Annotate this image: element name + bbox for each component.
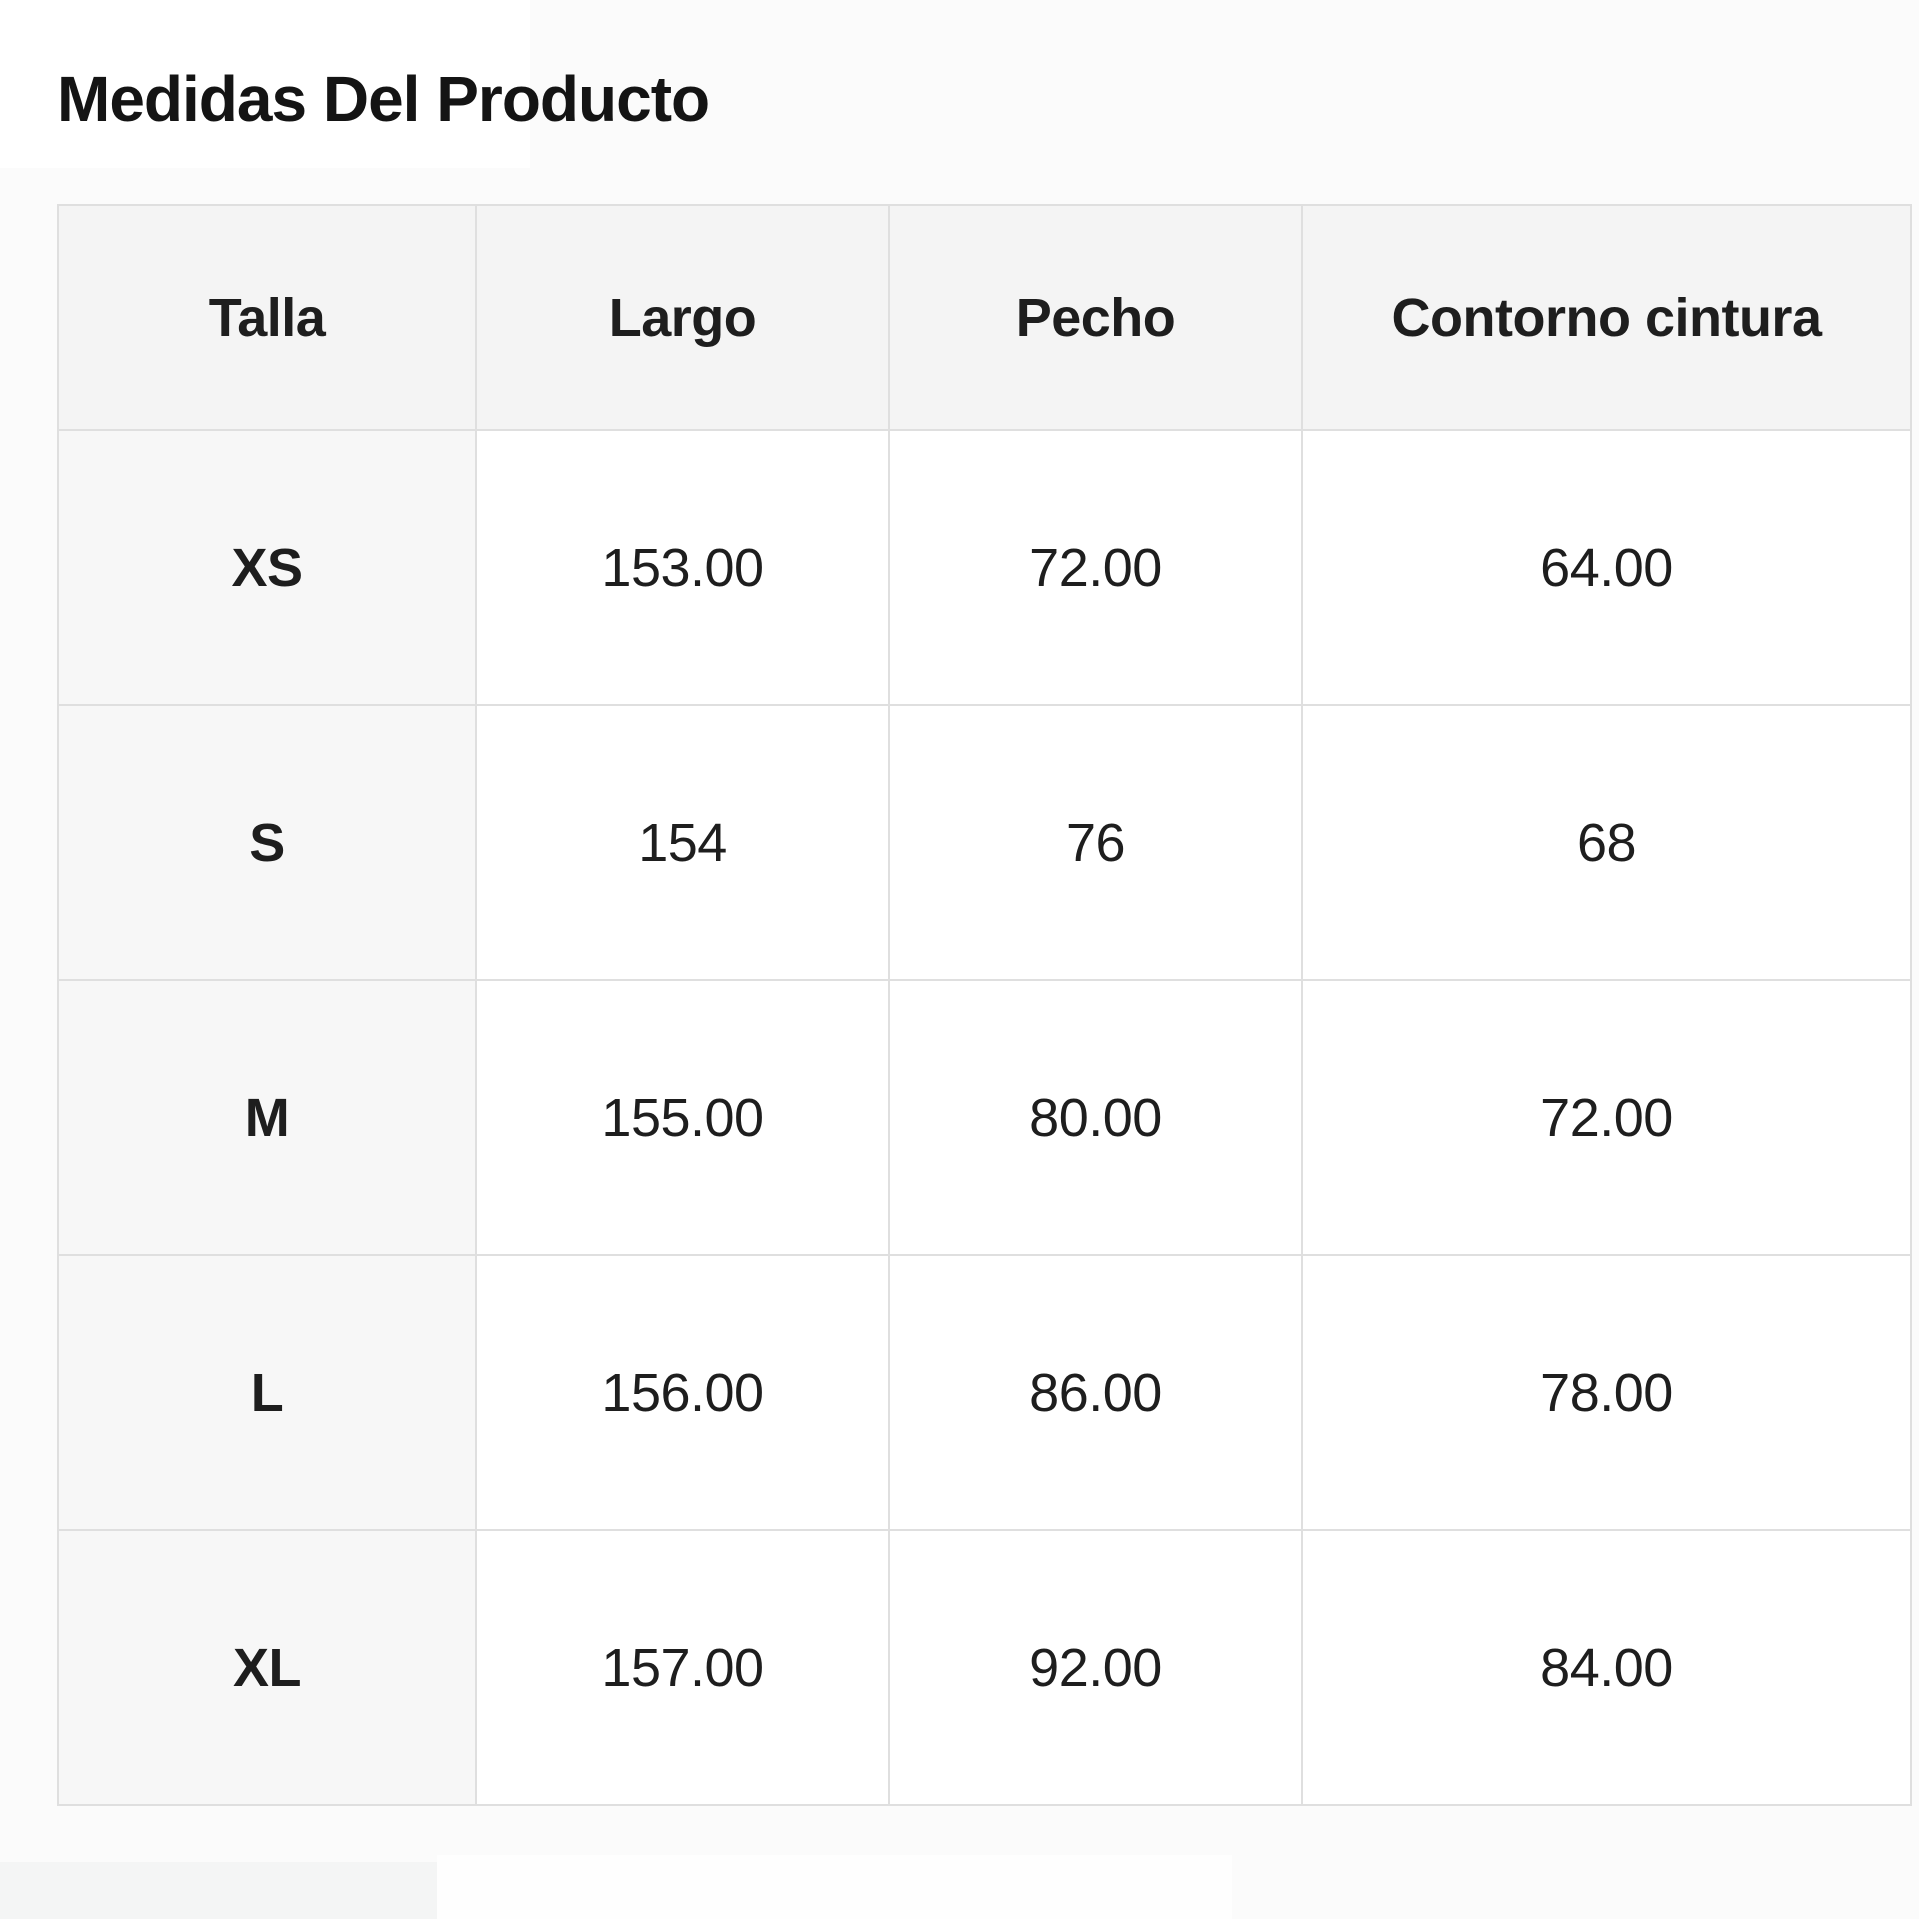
column-header-talla: Talla bbox=[57, 204, 477, 431]
cell-contorno-xl: 84.00 bbox=[1301, 1529, 1912, 1806]
column-header-contorno: Contorno cintura bbox=[1301, 204, 1912, 431]
cell-pecho-xl: 92.00 bbox=[888, 1529, 1303, 1806]
cell-largo-xs: 153.00 bbox=[475, 429, 890, 706]
cell-contorno-s: 68 bbox=[1301, 704, 1912, 981]
cell-talla-xl: XL bbox=[57, 1529, 477, 1806]
cell-pecho-xs: 72.00 bbox=[888, 429, 1303, 706]
page-title: Medidas Del Producto bbox=[57, 63, 710, 135]
cell-largo-s: 154 bbox=[475, 704, 890, 981]
cell-largo-l: 156.00 bbox=[475, 1254, 890, 1531]
cell-talla-l: L bbox=[57, 1254, 477, 1531]
table-row-xl: XL 157.00 92.00 84.00 bbox=[57, 1529, 1912, 1806]
table-row-m: M 155.00 80.00 72.00 bbox=[57, 979, 1912, 1256]
cell-contorno-xs: 64.00 bbox=[1301, 429, 1912, 706]
table-row-s: S 154 76 68 bbox=[57, 704, 1912, 981]
background-artifact-bottom-white bbox=[437, 1855, 1232, 1919]
cell-talla-m: M bbox=[57, 979, 477, 1256]
cell-largo-xl: 157.00 bbox=[475, 1529, 890, 1806]
table-header-row: Talla Largo Pecho Contorno cintura bbox=[57, 204, 1912, 431]
cell-contorno-m: 72.00 bbox=[1301, 979, 1912, 1256]
table-row-xs: XS 153.00 72.00 64.00 bbox=[57, 429, 1912, 706]
cell-talla-xs: XS bbox=[57, 429, 477, 706]
column-header-pecho: Pecho bbox=[888, 204, 1303, 431]
table-row-l: L 156.00 86.00 78.00 bbox=[57, 1254, 1912, 1531]
cell-talla-s: S bbox=[57, 704, 477, 981]
cell-pecho-l: 86.00 bbox=[888, 1254, 1303, 1531]
background-artifact-bottom-gray bbox=[0, 1862, 437, 1919]
size-chart-table: Talla Largo Pecho Contorno cintura XS 15… bbox=[57, 204, 1912, 1806]
cell-pecho-s: 76 bbox=[888, 704, 1303, 981]
cell-pecho-m: 80.00 bbox=[888, 979, 1303, 1256]
column-header-largo: Largo bbox=[475, 204, 890, 431]
background-artifact-top-left bbox=[0, 0, 530, 168]
cell-largo-m: 155.00 bbox=[475, 979, 890, 1256]
cell-contorno-l: 78.00 bbox=[1301, 1254, 1912, 1531]
